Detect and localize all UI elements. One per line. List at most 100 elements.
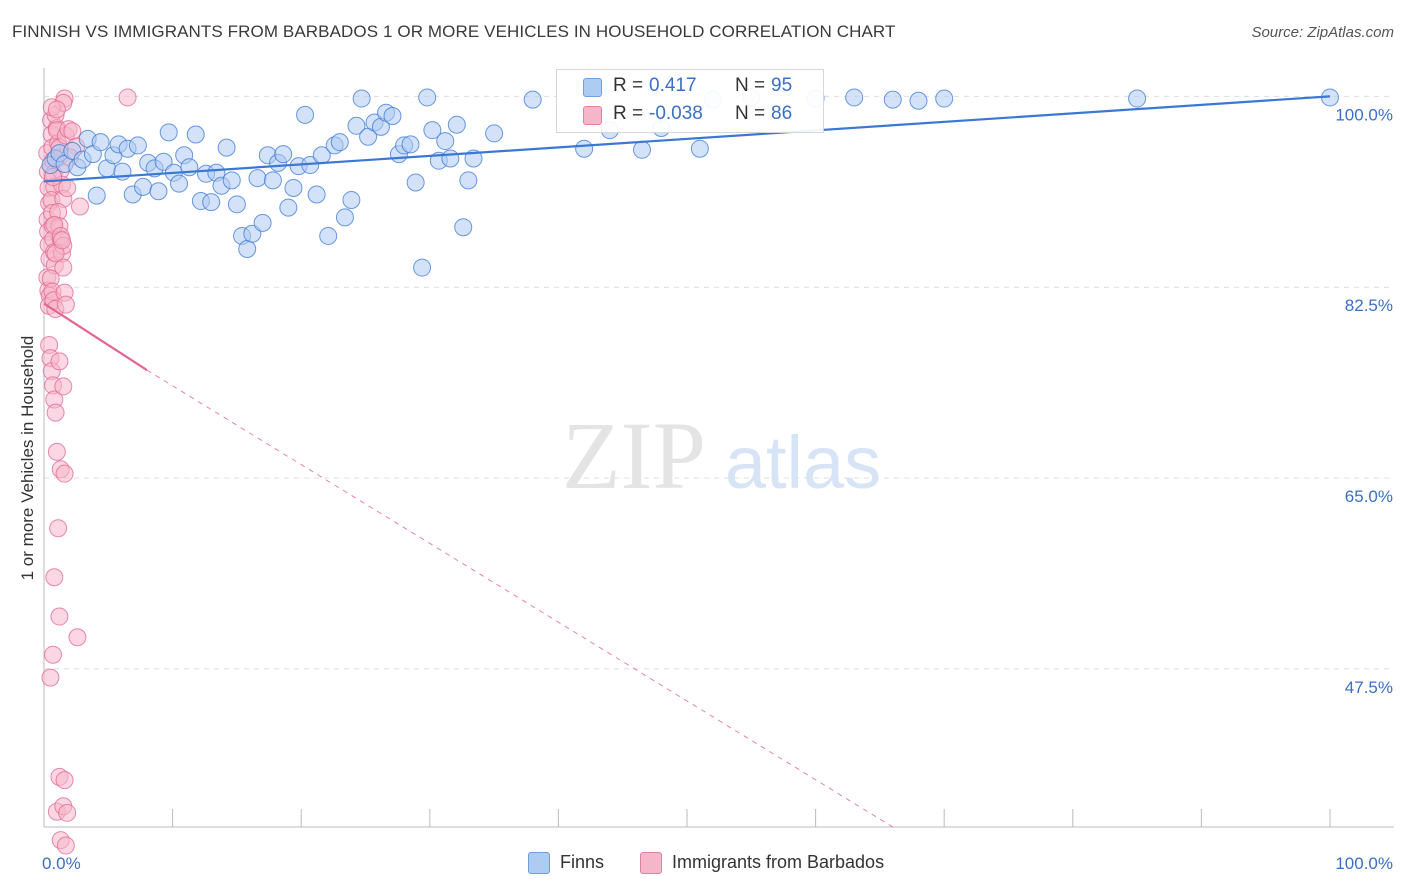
barbados-point: [58, 803, 77, 822]
correlation-legend: R = 0.417 N = 95 R = -0.038 N = 86: [556, 69, 824, 133]
finns-point: [319, 226, 338, 245]
trend-lines: [43, 95, 1331, 828]
finns-point: [149, 182, 168, 201]
finns-point: [485, 124, 504, 143]
source-credit: Source: ZipAtlas.com: [1251, 24, 1394, 41]
gridlines: [44, 95, 1394, 670]
finns-legend-label: Finns: [560, 852, 605, 872]
finns-point: [87, 186, 106, 205]
finns-point: [845, 88, 864, 107]
legend-r-label: R =: [613, 75, 644, 96]
finns-point: [91, 133, 110, 152]
legend-n-value: 95: [771, 75, 793, 96]
barbados-point: [49, 519, 68, 538]
finns-point: [170, 174, 189, 193]
legend-n-label: N =: [735, 75, 766, 96]
finns-point: [330, 133, 349, 152]
barbados-point: [118, 88, 137, 107]
x-tick-label: 0.0%: [42, 854, 81, 873]
finns-point: [296, 105, 315, 124]
finns-point: [523, 90, 542, 109]
finns-point: [134, 177, 153, 196]
legend-r-value: 0.417: [649, 75, 697, 96]
barbados-point: [46, 403, 65, 422]
barbados-points: [38, 88, 137, 855]
barbados-point: [55, 771, 74, 790]
barbados-point: [58, 178, 77, 197]
finns-point: [307, 185, 326, 204]
chart-title: FINNISH VS IMMIGRANTS FROM BARBADOS 1 OR…: [12, 22, 896, 41]
barbados-point: [50, 607, 69, 626]
finns-point: [248, 169, 267, 188]
finns-point: [883, 90, 902, 109]
finns-point: [347, 116, 366, 135]
finns-point: [935, 89, 954, 108]
y-tick-label: 65.0%: [1345, 487, 1393, 506]
finns-point: [413, 258, 432, 277]
barbados-point: [54, 258, 73, 277]
finns-point: [418, 88, 437, 107]
barbados-swatch: [583, 106, 602, 125]
barbados-point: [45, 568, 64, 587]
finns-point: [423, 121, 442, 140]
finns-point: [274, 145, 293, 164]
finns-point: [222, 171, 241, 190]
watermark-zip: ZIP: [562, 402, 706, 509]
finns-point: [632, 140, 651, 159]
y-tick-label: 82.5%: [1345, 296, 1393, 315]
finns-point: [202, 193, 221, 212]
finns-point: [436, 132, 455, 151]
barbados-point: [55, 464, 74, 483]
finns-point: [909, 91, 928, 110]
finns-point: [284, 178, 303, 197]
legend-n-value: 86: [771, 103, 793, 124]
finns-point: [1128, 89, 1147, 108]
legend-row-barbados: R = -0.038 N = 86: [557, 101, 823, 129]
y-tick-label: 100.0%: [1335, 105, 1393, 124]
legend-r-label: R =: [613, 103, 644, 124]
legend-row-finns: R = 0.417 N = 95: [557, 73, 823, 101]
finns-point: [342, 190, 361, 209]
finns-point: [217, 138, 236, 157]
watermark-atlas: atlas: [725, 421, 881, 504]
legend-r-value: -0.038: [649, 103, 703, 124]
axes: [43, 68, 1394, 828]
finns-point: [352, 89, 371, 108]
finns-points: [41, 88, 1339, 277]
finns-point: [441, 149, 460, 168]
barbados-point: [44, 645, 63, 664]
barbados-point: [63, 122, 82, 141]
finns-point: [454, 218, 473, 237]
y-tick-label: 47.5%: [1345, 678, 1393, 697]
barbados-point: [56, 836, 75, 855]
barbados-point: [54, 377, 73, 396]
barbados-point: [47, 442, 66, 461]
finns-point: [459, 171, 478, 190]
barbados-point: [47, 100, 66, 119]
finns-trend-line: [43, 95, 1331, 183]
barbados-point: [56, 295, 75, 314]
finns-point: [159, 123, 178, 142]
barbados-point: [68, 628, 87, 647]
finns-swatch: [583, 78, 602, 97]
finns-point: [447, 115, 466, 134]
barbados-point: [41, 668, 60, 687]
barbados-legend-label: Immigrants from Barbados: [672, 852, 885, 872]
x-tick-label: 100.0%: [1335, 854, 1393, 873]
finns-point: [186, 125, 205, 144]
finns-point: [263, 171, 282, 190]
finns-point: [279, 198, 298, 217]
legend-n-label: N =: [735, 103, 766, 124]
finns-point: [335, 208, 354, 227]
barbados-point: [71, 197, 90, 216]
finns-point: [401, 135, 420, 154]
finns-point: [128, 136, 147, 155]
watermark: ZIP atlas: [562, 402, 881, 509]
finns-point: [227, 195, 246, 214]
finns-point: [383, 106, 402, 125]
finns-point: [575, 139, 594, 158]
finns-point: [406, 173, 425, 192]
barbados-trend-line: [43, 302, 148, 371]
barbados-legend-swatch: [640, 852, 662, 874]
